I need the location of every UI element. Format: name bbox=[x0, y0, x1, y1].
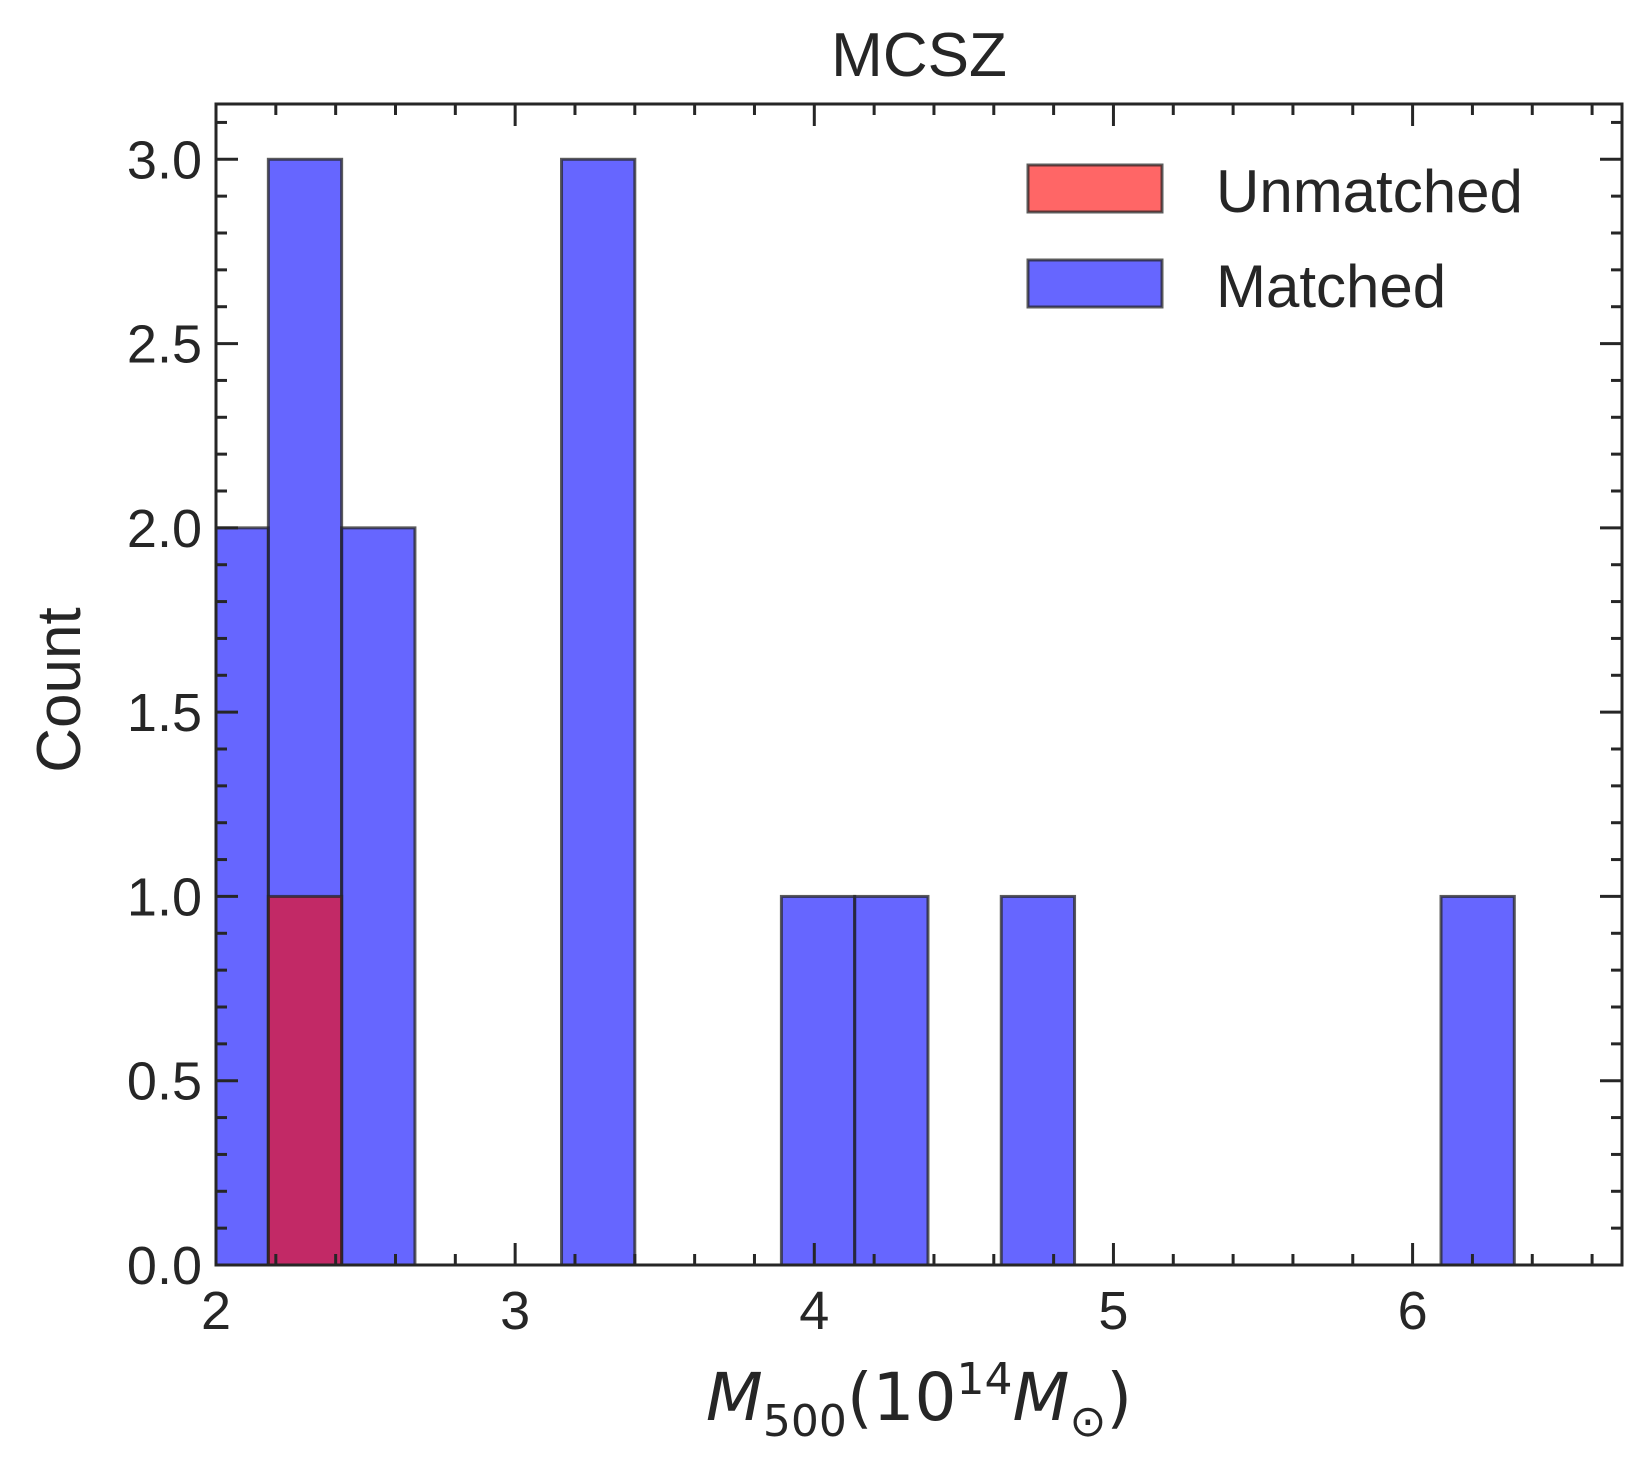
legend: Unmatched Matched bbox=[1026, 158, 1523, 320]
unmatched-bars bbox=[266, 894, 344, 1265]
x-label-var-sub: 500 bbox=[763, 1396, 847, 1447]
matched-bar-5 bbox=[853, 894, 930, 1265]
matched-bar-6 bbox=[999, 894, 1077, 1265]
unmatched-bar-0 bbox=[266, 894, 344, 1265]
x-tick-label-3: 5 bbox=[1098, 1281, 1128, 1341]
chart-title: MCSZ bbox=[831, 21, 1007, 90]
y-axis-label: Count bbox=[25, 607, 94, 772]
x-label-unit: M bbox=[1013, 1359, 1070, 1436]
matched-bar-4 bbox=[779, 894, 857, 1265]
matched-bars bbox=[216, 157, 1516, 1265]
legend-swatch-matched bbox=[1026, 258, 1164, 309]
axis-ticks bbox=[214, 104, 1622, 1267]
matched-bar-7 bbox=[1439, 894, 1516, 1265]
x-tick-label-0: 2 bbox=[201, 1281, 231, 1341]
x-tick-label-1: 3 bbox=[500, 1281, 530, 1341]
x-label-unit-sub: ⊙ bbox=[1070, 1396, 1107, 1447]
y-tick-label-1: 0.5 bbox=[127, 1052, 202, 1112]
plot-frame bbox=[214, 102, 1624, 1267]
y-tick-label-4: 2.0 bbox=[127, 499, 202, 559]
x-label-close: ) bbox=[1106, 1359, 1132, 1436]
x-label-exp: 14 bbox=[957, 1354, 1013, 1405]
tick-labels: 2 3 4 5 6 0.0 0.5 1.0 1.5 2.0 2.5 3.0 bbox=[127, 130, 1428, 1341]
x-axis-label: M500(1014M⊙) bbox=[706, 1354, 1132, 1447]
matched-bar-3 bbox=[560, 157, 637, 1265]
x-label-open: (10 bbox=[847, 1359, 957, 1436]
x-tick-label-2: 4 bbox=[799, 1281, 829, 1341]
matched-bar-2 bbox=[340, 526, 417, 1265]
y-tick-label-6: 3.0 bbox=[127, 130, 202, 190]
legend-label-unmatched: Unmatched bbox=[1216, 158, 1523, 225]
y-tick-label-0: 0.0 bbox=[127, 1236, 202, 1296]
y-tick-label-3: 1.5 bbox=[127, 683, 202, 743]
legend-swatch-unmatched bbox=[1026, 163, 1164, 214]
y-tick-label-5: 2.5 bbox=[127, 315, 202, 375]
y-tick-label-2: 1.0 bbox=[127, 867, 202, 927]
x-tick-label-4: 6 bbox=[1398, 1281, 1428, 1341]
x-label-var: M bbox=[706, 1359, 763, 1436]
legend-label-matched: Matched bbox=[1216, 253, 1446, 320]
